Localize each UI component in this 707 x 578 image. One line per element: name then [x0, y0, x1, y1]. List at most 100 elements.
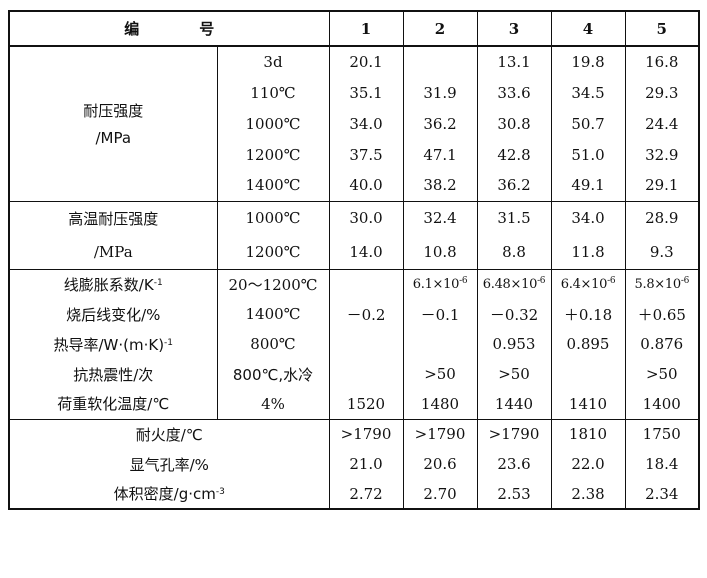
value-cell: 6.48×10-6	[477, 269, 552, 299]
value-cell: －0.32	[477, 299, 552, 329]
value-cell: 36.2	[403, 108, 478, 139]
value-cell: 18.4	[645, 455, 679, 473]
header-col-3: 3	[477, 11, 552, 47]
table-row: 荷重软化温度/℃ 4% 1520 1480 1440 1410 1400	[9, 389, 700, 420]
prop-label: 烧后线变化/%	[9, 299, 218, 329]
value-cell: 33.6	[477, 77, 552, 108]
table-row: 1400℃ 40.0 38.2 36.2 49.1 29.1	[9, 170, 700, 202]
cond-cell: 1200℃	[217, 235, 330, 270]
value-cell: －0.2	[329, 299, 404, 329]
table-row: 线膨胀系数/K-1 20～1200℃ 6.1×10-6 6.48×10-6 6.…	[9, 269, 699, 299]
value-cell: 2.70	[403, 479, 478, 509]
table-row: 高温耐压强度 1000℃ 30.0 32.4 31.5 34.0 28.9	[9, 201, 699, 235]
value-cell: 6.4×10-6	[551, 269, 626, 299]
cond-cell: 3d	[217, 46, 330, 77]
group-label-hot-compressive: 高温耐压强度	[9, 201, 218, 235]
value-cell: 5.8×10-6	[634, 275, 690, 292]
value-cell: 20.1	[329, 46, 404, 77]
value-cell: >1790	[477, 419, 552, 449]
value-cell: 29.3	[645, 83, 679, 102]
prop-label: 荷重软化温度/℃	[9, 389, 218, 420]
value-cell: 2.72	[329, 479, 404, 509]
value-cell: 34.5	[551, 77, 626, 108]
cond-cell: 800℃	[217, 329, 330, 359]
cond-cell: 20～1200℃	[217, 269, 330, 299]
value-cell	[329, 329, 404, 359]
cond-cell: 110℃	[217, 77, 330, 108]
value-cell: 1400	[625, 389, 700, 420]
value-cell: >50	[403, 359, 478, 389]
value-cell: 47.1	[403, 139, 478, 170]
value-cell: 1520	[329, 389, 404, 420]
table-row: 110℃ 35.1 31.9 33.6 34.5 29.3	[9, 77, 699, 108]
group-label-compressive: 耐压强度 /MPa	[9, 46, 218, 202]
table-row: /MPa 1200℃ 14.0 10.8 8.8 11.8 9.3	[9, 235, 700, 270]
misc-label: 体积密度/g·cm-3	[9, 479, 330, 509]
value-cell: 2.38	[551, 479, 626, 509]
value-cell: 29.1	[625, 170, 700, 202]
cond-cell: 1000℃	[217, 108, 330, 139]
value-cell: 1750	[642, 425, 681, 444]
cond-cell: 1400℃	[217, 170, 330, 202]
value-cell: 34.0	[551, 201, 626, 235]
value-cell: ＋0.18	[551, 299, 626, 329]
value-cell: >50	[645, 365, 678, 383]
value-cell: 38.2	[403, 170, 478, 202]
value-cell: 36.2	[477, 170, 552, 202]
table-row: 1200℃ 37.5 47.1 42.8 51.0 32.9	[9, 139, 699, 170]
prop-label: 线膨胀系数/K-1	[9, 269, 218, 299]
value-cell: 40.0	[329, 170, 404, 202]
table-row: 耐火度/℃ >1790 >1790 >1790 1810 1750	[9, 419, 699, 449]
value-cell: －0.1	[403, 299, 478, 329]
prop-label: 抗热震性/次	[9, 359, 218, 389]
value-cell: >1790	[403, 419, 478, 449]
property-table: 编号 1 2 3 4 5 耐压强度 /MPa 3d 20.1 13.1 19.8…	[8, 10, 701, 510]
value-cell: 21.0	[329, 449, 404, 479]
value-cell: 1810	[551, 419, 626, 449]
value-cell: 50.7	[551, 108, 626, 139]
value-cell: 31.5	[477, 201, 552, 235]
table-row: 抗热震性/次 800℃,水冷 >50 >50 >50	[9, 359, 699, 389]
value-cell: 1440	[477, 389, 552, 420]
value-cell: 6.1×10-6	[403, 269, 478, 299]
value-cell: 11.8	[551, 235, 626, 270]
value-cell: 0.876	[640, 335, 684, 353]
value-cell: 37.5	[329, 139, 404, 170]
value-cell: 23.6	[477, 449, 552, 479]
table-row: 烧后线变化/% 1400℃ －0.2 －0.1 －0.32 ＋0.18 ＋0.6…	[9, 299, 699, 329]
value-cell: >1790	[329, 419, 404, 449]
group-unit-hot-compressive: /MPa	[9, 235, 218, 270]
value-cell: 14.0	[329, 235, 404, 270]
value-cell: 28.9	[645, 209, 679, 228]
value-cell: 22.0	[551, 449, 626, 479]
table-row: 热导率/W·(m·K)-1 800℃ 0.953 0.895 0.876	[9, 329, 699, 359]
cond-cell: 4%	[217, 389, 330, 420]
cond-cell: 800℃,水冷	[217, 359, 330, 389]
value-cell	[329, 359, 404, 389]
table-row: 显气孔率/% 21.0 20.6 23.6 22.0 18.4	[9, 449, 699, 479]
value-cell: 2.53	[477, 479, 552, 509]
cond-cell: 1400℃	[217, 299, 330, 329]
table-row: 耐压强度 /MPa 3d 20.1 13.1 19.8 16.8	[9, 46, 699, 202]
value-cell: 24.4	[645, 114, 679, 133]
value-cell: 51.0	[551, 139, 626, 170]
value-cell: 49.1	[551, 170, 626, 202]
value-cell	[329, 269, 404, 299]
table-row: 1000℃ 34.0 36.2 30.8 50.7 24.4	[9, 108, 699, 139]
misc-label: 显气孔率/%	[9, 449, 330, 479]
value-cell: 16.8	[645, 53, 679, 71]
cond-cell: 1200℃	[217, 139, 330, 170]
value-cell: 8.8	[477, 235, 552, 270]
value-cell	[551, 359, 626, 389]
value-cell: 19.8	[551, 46, 626, 77]
value-cell: >50	[477, 359, 552, 389]
value-cell: 30.0	[329, 201, 404, 235]
prop-label: 热导率/W·(m·K)-1	[9, 329, 218, 359]
value-cell	[403, 329, 478, 359]
header-col-5: 5	[625, 11, 700, 47]
header-label: 编号	[9, 11, 330, 47]
header-col-2: 2	[403, 11, 478, 47]
value-cell: 10.8	[403, 235, 478, 270]
value-cell: 1480	[403, 389, 478, 420]
